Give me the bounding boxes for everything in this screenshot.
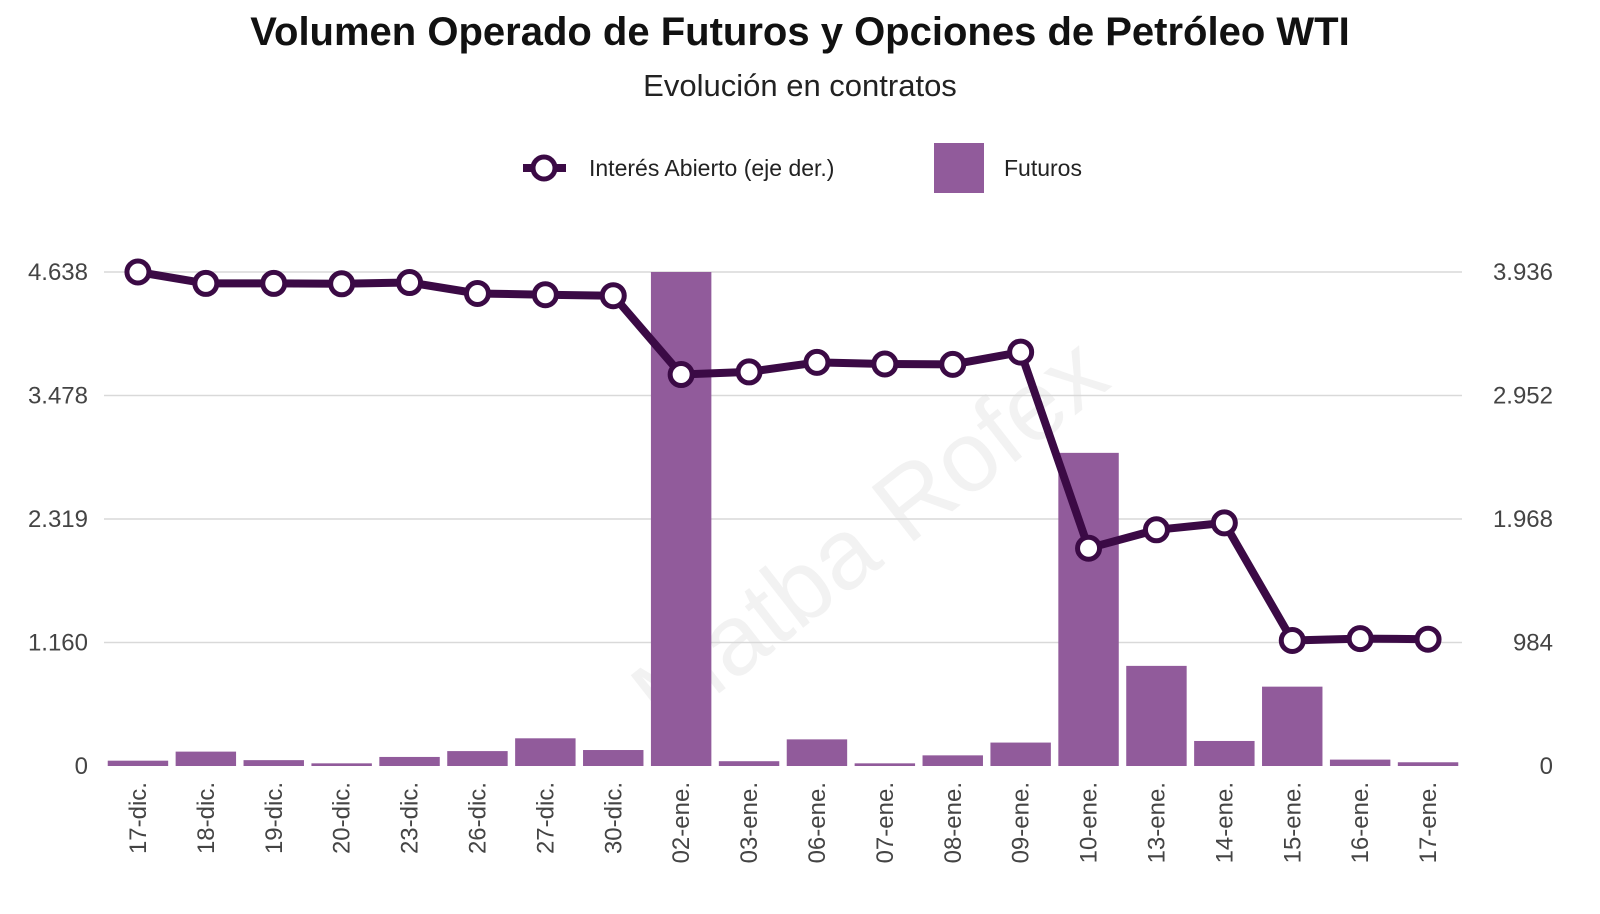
point-interes-abierto: [1142, 516, 1170, 544]
point-interes-abierto: [192, 269, 220, 297]
bar-futuros: [1058, 452, 1119, 766]
x-axis-tick-label: 18-dic.: [193, 782, 220, 854]
x-axis-tick-label: 02-ene.: [668, 782, 695, 863]
bar-futuros: [447, 751, 508, 766]
point-interes-abierto: [260, 269, 288, 297]
x-axis-tick-label: 06-ene.: [804, 782, 831, 863]
grid-layer: [104, 271, 1462, 644]
right-axis-tick-label: 1.968: [1493, 506, 1553, 533]
x-axis-tick-label: 08-ene.: [940, 782, 967, 863]
bar-futuros: [583, 750, 644, 766]
left-axis-tick-label: 3.478: [28, 383, 88, 410]
point-interes-abierto: [803, 348, 831, 376]
bar-futuros: [1126, 665, 1187, 766]
point-interes-abierto: [124, 258, 152, 286]
point-interes-abierto: [1414, 625, 1442, 653]
chart-title: Volumen Operado de Futuros y Opciones de…: [250, 10, 1350, 54]
x-axis-tick-label: 27-dic.: [532, 782, 559, 854]
legend-label-interes-abierto: Interés Abierto (eje der.): [589, 155, 834, 181]
x-axis-tick-label: 13-ene.: [1143, 782, 1170, 863]
bar-futuros: [1397, 762, 1459, 766]
point-interes-abierto: [1346, 625, 1374, 653]
x-axis-tick-label: 30-dic.: [600, 782, 627, 854]
right-axis-tick-label: 2.952: [1493, 383, 1553, 410]
x-axis: 17-dic. 18-dic. 19-dic. 20-dic. 23-dic. 26-di…: [125, 782, 1442, 863]
left-axis-tick-label: 2.319: [28, 506, 88, 533]
point-interes-abierto: [463, 279, 491, 307]
x-axis-tick-label: 20-dic.: [329, 782, 356, 854]
point-interes-abierto: [1007, 338, 1035, 366]
bar-futuros: [854, 763, 916, 766]
bar-futuros: [1329, 759, 1391, 766]
bar-futuros: [718, 761, 780, 766]
left-axis-tick-label: 4.638: [28, 259, 88, 286]
left-axis-tick-label: 0: [75, 753, 88, 780]
x-axis-tick-label: 10-ene.: [1076, 782, 1103, 863]
point-interes-abierto: [396, 269, 424, 297]
x-axis-tick-label: 14-ene.: [1211, 782, 1238, 863]
left-axis-tick-label: 1.160: [28, 629, 88, 656]
bar-futuros: [107, 760, 169, 766]
bar-futuros: [1262, 686, 1323, 766]
line-series: [124, 258, 1442, 654]
bar-futuros: [990, 742, 1051, 766]
bar-futuros: [175, 751, 237, 766]
right-axis: 0 984 1.968 2.952 3.936: [1493, 259, 1553, 780]
x-axis-tick-label: 17-ene.: [1415, 782, 1442, 863]
bar-futuros: [515, 738, 576, 766]
x-axis-tick-label: 09-ene.: [1008, 782, 1035, 863]
left-axis: 0 1.160 2.319 3.478 4.638: [28, 259, 88, 780]
bar-series: [107, 272, 1459, 766]
legend: Interés Abierto (eje der.) Futuros: [523, 143, 1082, 193]
x-axis-tick-label: 26-dic.: [464, 782, 491, 854]
x-axis-tick-label: 16-ene.: [1347, 782, 1374, 863]
right-axis-tick-label: 3.936: [1493, 259, 1553, 286]
bar-futuros: [786, 739, 848, 766]
point-interes-abierto: [871, 350, 899, 378]
legend-line-marker: [530, 154, 558, 182]
point-interes-abierto: [667, 361, 695, 389]
point-interes-abierto: [531, 281, 559, 309]
bar-futuros: [922, 755, 983, 766]
point-interes-abierto: [1075, 534, 1103, 562]
x-axis-tick-label: 23-dic.: [397, 782, 424, 854]
x-axis-tick-label: 03-ene.: [736, 782, 763, 863]
point-interes-abierto: [328, 270, 356, 298]
chart-subtitle: Evolución en contratos: [643, 68, 957, 103]
point-interes-abierto: [1278, 626, 1306, 654]
bar-futuros: [1194, 740, 1255, 766]
legend-bar-swatch: [934, 143, 984, 193]
point-interes-abierto: [735, 358, 763, 386]
bar-futuros: [311, 763, 372, 766]
point-interes-abierto: [599, 282, 627, 310]
bar-futuros: [379, 756, 440, 766]
right-axis-tick-label: 984: [1513, 630, 1553, 657]
x-axis-tick-label: 19-dic.: [261, 782, 288, 854]
x-axis-tick-label: 07-ene.: [872, 782, 899, 863]
point-interes-abierto: [939, 350, 967, 378]
point-interes-abierto: [1210, 509, 1238, 537]
right-axis-tick-label: 0: [1540, 753, 1553, 780]
bar-futuros: [243, 760, 304, 766]
x-axis-tick-label: 15-ene.: [1279, 782, 1306, 863]
legend-label-futuros: Futuros: [1004, 155, 1082, 181]
x-axis-tick-label: 17-dic.: [125, 782, 152, 854]
